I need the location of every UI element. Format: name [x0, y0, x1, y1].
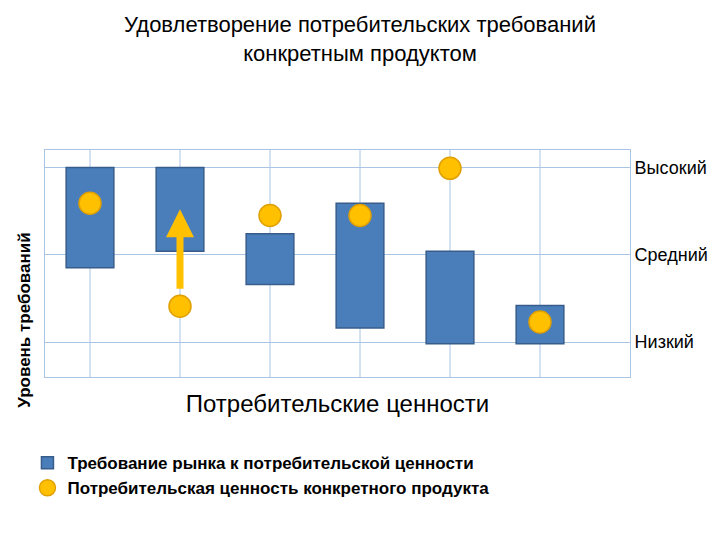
- svg-text:Потребительская ценность конкр: Потребительская ценность конкретного про…: [67, 479, 489, 498]
- svg-text:Высокий: Высокий: [635, 158, 707, 178]
- svg-text:Низкий: Низкий: [635, 332, 694, 352]
- svg-text:Требование рынка к потребитель: Требование рынка к потребительской ценно…: [67, 454, 473, 473]
- svg-text:Потребительские ценности: Потребительские ценности: [186, 390, 489, 417]
- svg-text:Уровень требований: Уровень требований: [15, 232, 34, 408]
- svg-text:Средний: Средний: [635, 245, 708, 265]
- svg-text:Удовлетворение потребительских: Удовлетворение потребительских требовани…: [124, 12, 596, 66]
